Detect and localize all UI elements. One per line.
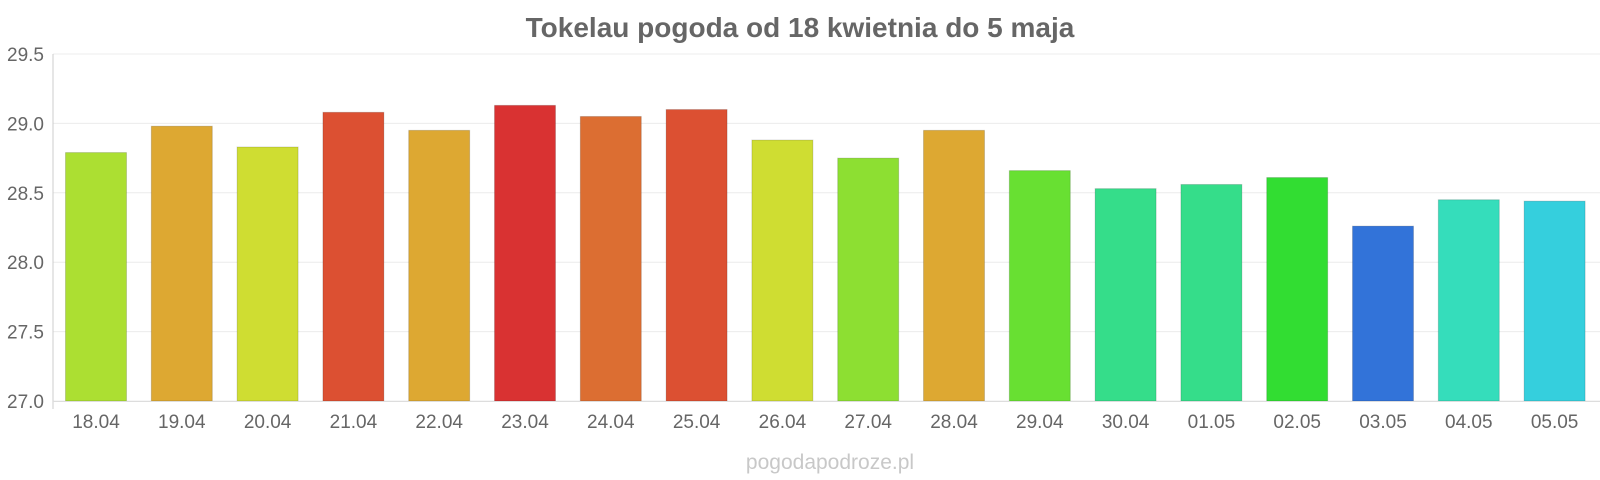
bar <box>408 129 471 402</box>
x-tick-label: 30.04 <box>1102 412 1150 433</box>
watermark: pogodapodroze.pl <box>746 451 914 474</box>
x-tick-labels: 18.04 19.04 20.04 21.04 22.04 23.04 24.04 25.04… <box>72 412 1578 433</box>
bar <box>579 115 642 402</box>
x-tick-label: 26.04 <box>759 412 807 433</box>
bar <box>65 152 127 402</box>
bar <box>1523 200 1586 402</box>
bar <box>1094 188 1157 402</box>
x-tick-label: 19.04 <box>158 412 206 433</box>
x-tick-label: 01.05 <box>1188 412 1236 433</box>
bar <box>322 111 385 402</box>
x-tick-label: 20.04 <box>244 412 292 433</box>
bar <box>1180 183 1243 402</box>
y-tick-label: 28.0 <box>7 253 44 274</box>
axes <box>52 54 1600 409</box>
x-tick-label: 27.04 <box>844 412 892 433</box>
bar <box>751 139 814 402</box>
bar <box>1266 177 1329 402</box>
x-tick-label: 02.05 <box>1273 412 1321 433</box>
x-tick-label: 29.04 <box>1016 412 1064 433</box>
bars <box>65 104 1586 402</box>
x-tick-label: 22.04 <box>415 412 463 433</box>
bar <box>1008 170 1071 402</box>
x-tick-label: 28.04 <box>930 412 978 433</box>
x-tick-label: 24.04 <box>587 412 635 433</box>
chart-title: Tokelau pogoda od 18 kwietnia do 5 maja <box>526 12 1075 43</box>
bar <box>1437 199 1500 402</box>
y-tick-label: 28.5 <box>7 184 44 205</box>
bar <box>837 157 900 402</box>
bar <box>236 146 299 402</box>
y-tick-label: 27.5 <box>7 323 44 344</box>
bar <box>665 109 728 402</box>
bar <box>923 129 985 402</box>
y-tick-label: 27.0 <box>7 392 44 413</box>
bar <box>1352 225 1414 402</box>
x-tick-label: 05.05 <box>1531 412 1579 433</box>
x-tick-label: 03.05 <box>1359 412 1407 433</box>
bar <box>494 104 556 402</box>
y-tick-labels: 27.0 27.5 28.0 28.5 29.0 29.5 <box>7 45 44 413</box>
bar <box>150 125 213 402</box>
x-tick-label: 04.05 <box>1445 412 1493 433</box>
y-tick-label: 29.5 <box>7 45 44 66</box>
x-tick-label: 21.04 <box>330 412 378 433</box>
x-tick-label: 25.04 <box>673 412 721 433</box>
x-tick-label: 18.04 <box>72 412 120 433</box>
x-tick-label: 23.04 <box>501 412 549 433</box>
y-tick-label: 29.0 <box>7 114 44 135</box>
